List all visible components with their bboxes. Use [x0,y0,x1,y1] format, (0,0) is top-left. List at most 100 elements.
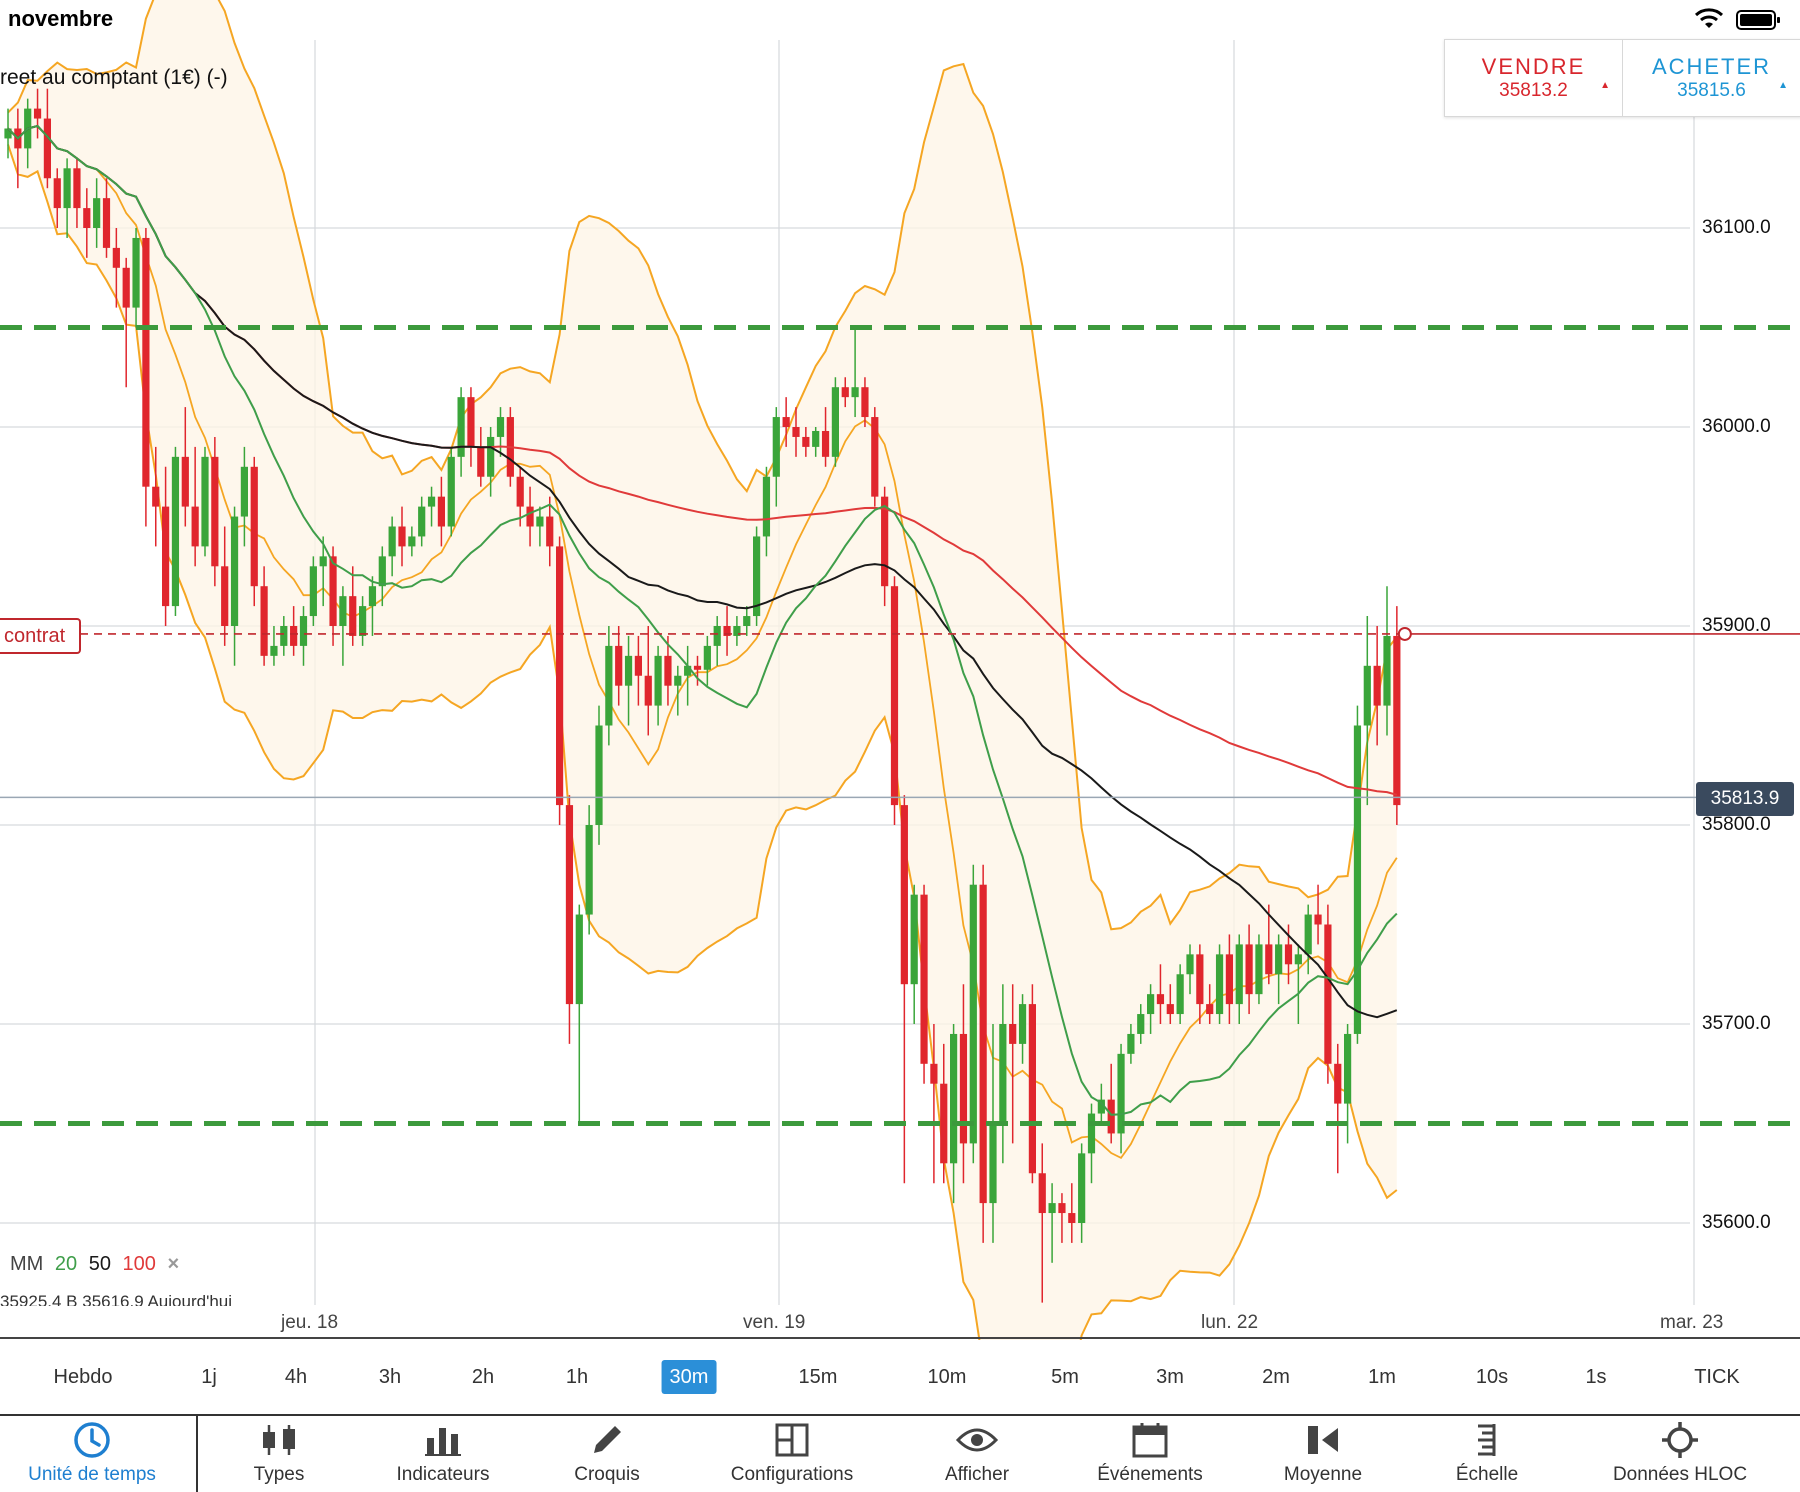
candle-body [812,430,820,447]
average-icon [1308,1426,1338,1454]
candle-body [881,496,889,587]
candle-body [900,805,908,985]
candle-body [1314,914,1322,925]
candle-body [546,516,554,547]
candle-body [1245,944,1253,995]
price-tick: 35600.0 [1702,1212,1771,1233]
toolbar-indicators[interactable]: Indicateurs [358,1420,528,1486]
date-label: lun. 22 [1201,1312,1259,1333]
candle-body [634,655,642,676]
candle-body [122,267,130,308]
candle-body [201,456,209,547]
timeframe-1h[interactable]: 1h [565,1366,589,1388]
buy-label: ACHETER [1651,54,1772,79]
candle-body [743,616,751,626]
candle-body [585,825,593,915]
candle-body [1353,725,1362,1034]
sell-button[interactable]: VENDRE 35813.2 ▲ [1445,40,1623,116]
candle-body [792,427,800,437]
toolbar-configurations[interactable]: Configurations [707,1420,877,1486]
timeframe-10s[interactable]: 10s [1475,1366,1509,1388]
buy-button[interactable]: ACHETER 35815.6 ▲ [1623,40,1800,116]
ma-legend: MM 20 50 100 × [10,1253,185,1276]
toolbar-label: Indicateurs [396,1464,490,1485]
candle-body [63,168,71,209]
toolbar-time-unit[interactable]: Unité de temps [7,1420,177,1486]
candle-body [989,1123,997,1204]
candle-body [969,884,977,1144]
timeframe-4h[interactable]: 4h [284,1366,308,1388]
battery-icon [1736,10,1780,30]
toolbar-label: Moyenne [1283,1464,1363,1485]
timeframe-2h[interactable]: 2h [471,1366,495,1388]
timeframe-3h[interactable]: 3h [378,1366,402,1388]
sell-arrow-icon: ▲ [1600,80,1610,91]
toolbar-events[interactable]: Événements [1065,1420,1235,1486]
timeframe-hebdo[interactable]: Hebdo [53,1366,113,1388]
date-label: ven. 19 [743,1312,806,1333]
candle-body [1255,944,1263,995]
crosshair-icon [1662,1422,1698,1458]
legend-ma50: 50 [88,1253,111,1275]
timeframe-5m[interactable]: 5m [1051,1366,1079,1388]
candle-body [211,456,219,567]
candle-body [605,645,613,726]
toolbar-scale[interactable]: Échelle [1402,1420,1572,1486]
timeframe-tick[interactable]: TICK [1694,1366,1740,1388]
legend-label: MM [10,1253,44,1275]
toolbar-average[interactable]: Moyenne [1238,1420,1408,1486]
candle-body [684,665,692,676]
bollinger-band-fill [8,0,1397,1340]
timeframe-1s[interactable]: 1s [1585,1366,1607,1388]
price-tick: 36000.0 [1702,416,1771,437]
candle-body [162,506,170,607]
candle-body [1225,954,1233,1005]
toolbar-sketch[interactable]: Croquis [522,1420,692,1486]
candle-body [723,626,731,636]
candle-body [33,108,42,119]
candle-body [1265,944,1273,975]
candle-body [674,675,682,686]
toolbar-label: Afficher [944,1464,1010,1485]
candle-body [1068,1213,1076,1223]
calendar-icon [1132,1423,1168,1458]
legend-close-icon[interactable]: × [167,1253,180,1275]
candle-body [1206,1004,1214,1015]
candle-body [526,506,534,527]
candle-body [240,466,248,517]
status-month: novembre [8,6,114,31]
candle-body [4,128,12,139]
candle-body [142,237,150,487]
candle-body [851,387,859,398]
candle-body [1078,1153,1086,1223]
candle-body [221,566,229,626]
candle-body [713,626,721,646]
candle-body [536,516,544,527]
toolbar-display[interactable]: Afficher [892,1420,1062,1486]
candle-body [447,456,455,527]
instrument-title: reet au comptant (1€) (-) [0,66,228,89]
candle-body [467,397,475,447]
legend-ma100: 100 [122,1253,156,1275]
price-chart[interactable] [0,0,1800,1340]
candle-body [496,417,505,437]
candle-body [831,387,839,457]
candle-body [1107,1099,1115,1134]
timeframe-1m[interactable]: 1m [1368,1366,1396,1388]
candle-body [457,397,465,457]
timeframe-2m[interactable]: 2m [1262,1366,1290,1388]
candle-body [408,536,416,547]
timeframe-15m[interactable]: 15m [798,1366,838,1388]
candle-body [762,476,771,537]
timeframe-10m[interactable]: 10m [927,1366,967,1388]
candle-body [1176,974,1184,1015]
timeframe-1j[interactable]: 1j [201,1366,217,1388]
toolbar-hloc-data[interactable]: Données HLOC [1595,1420,1765,1486]
price-tick: 35800.0 [1702,814,1771,835]
timeframe-30m[interactable]: 30m [661,1360,717,1394]
timeframe-3m[interactable]: 3m [1156,1366,1184,1388]
position-tag[interactable]: contrat [0,618,82,654]
candle-body [171,456,180,607]
toolbar-types[interactable]: Types [194,1420,364,1486]
candle-body [979,884,987,1204]
